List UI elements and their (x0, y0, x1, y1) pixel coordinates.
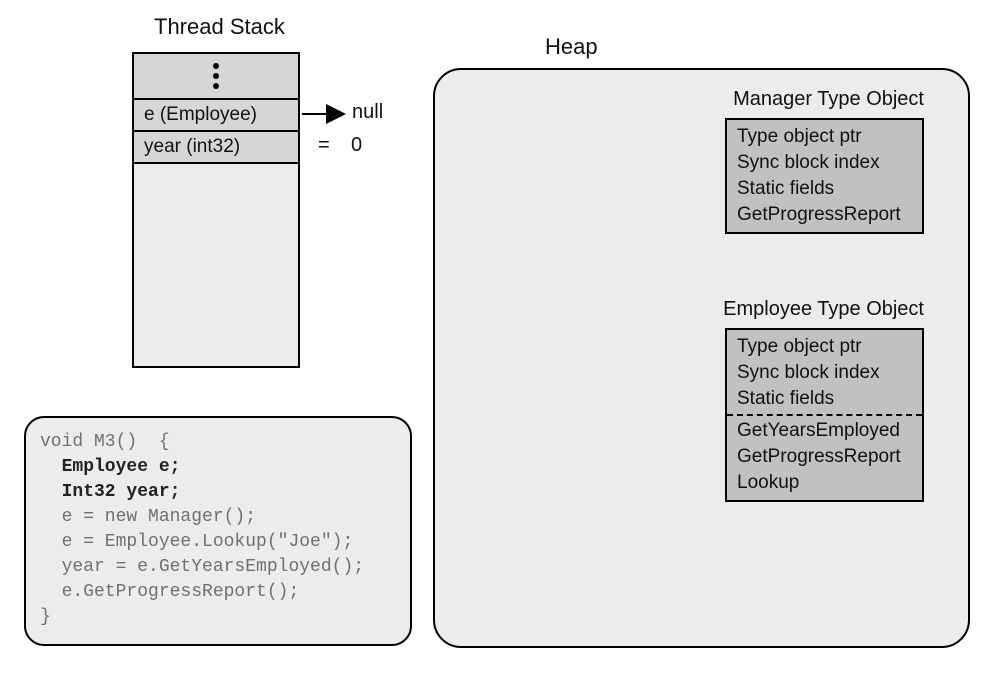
dashed-divider (727, 414, 922, 416)
employee-type-title: Employee Type Object (723, 298, 924, 321)
stack-dots-row (134, 54, 298, 100)
code-line: e = Employee.Lookup("Joe"); (40, 532, 353, 552)
type-obj-row: Lookup (737, 470, 912, 496)
null-label: null (352, 101, 383, 124)
type-obj-row: Sync block index (737, 360, 912, 386)
type-obj-row: Sync block index (737, 150, 912, 176)
code-line: void M3() { (40, 432, 170, 452)
code-line: e.GetProgressReport(); (40, 582, 299, 602)
thread-stack-box: e (Employee) year (int32) (132, 52, 300, 368)
stack-empty-area (134, 164, 298, 366)
code-box: void M3() { Employee e; Int32 year; e = … (24, 416, 412, 646)
stack-cell-label: e (Employee) (144, 104, 257, 126)
code-line: e = new Manager(); (40, 507, 256, 527)
code-line: year = e.GetYearsEmployed(); (40, 557, 364, 577)
type-obj-row: Type object ptr (737, 124, 912, 150)
equals-symbol: = (318, 134, 330, 157)
heap-box: Manager Type Object Type object ptr Sync… (433, 68, 970, 648)
stack-cell-label: year (int32) (144, 136, 240, 158)
diagram-canvas: Thread Stack e (Employee) year (int32) n… (0, 0, 1000, 674)
stack-cell-year: year (int32) (134, 132, 298, 164)
code-line: } (40, 607, 51, 627)
type-obj-row: GetProgressReport (737, 444, 912, 470)
employee-type-object: Type object ptr Sync block index Static … (725, 328, 924, 502)
manager-type-title: Manager Type Object (733, 88, 924, 111)
zero-label: 0 (351, 134, 362, 157)
code-line: Employee e; (40, 457, 180, 477)
type-obj-row: Type object ptr (737, 334, 912, 360)
type-obj-row: Static fields (737, 386, 912, 412)
type-obj-row: GetProgressReport (737, 202, 912, 228)
code-line: Int32 year; (40, 482, 180, 502)
type-obj-row: Static fields (737, 176, 912, 202)
vertical-ellipsis-icon (213, 61, 219, 91)
type-obj-row: GetYearsEmployed (737, 418, 912, 444)
stack-title: Thread Stack (154, 14, 285, 40)
stack-cell-e: e (Employee) (134, 100, 298, 132)
heap-title: Heap (545, 34, 598, 60)
manager-type-object: Type object ptr Sync block index Static … (725, 118, 924, 234)
